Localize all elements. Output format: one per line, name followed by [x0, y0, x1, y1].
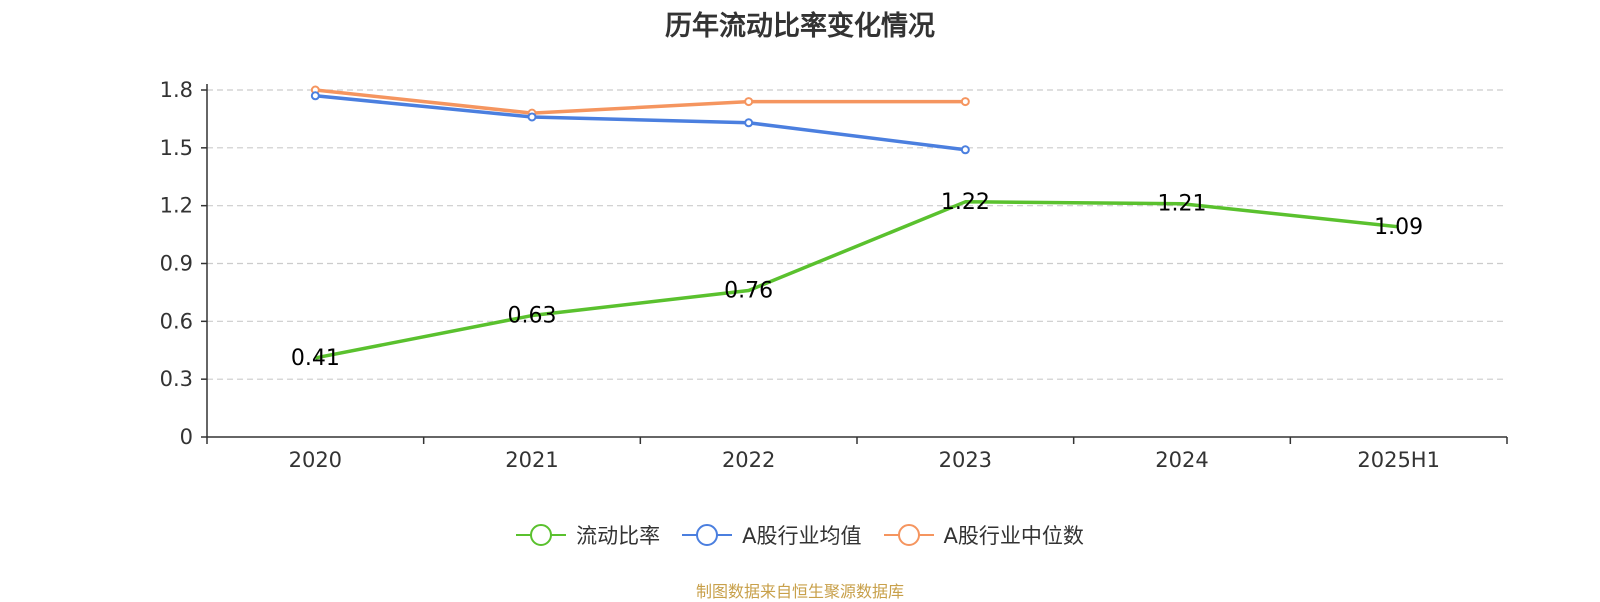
data-point [960, 145, 970, 155]
data-label: 0.76 [724, 278, 773, 303]
legend-label: A股行业中位数 [943, 524, 1084, 548]
y-tick-label: 0.3 [160, 367, 193, 391]
data-point [527, 112, 537, 122]
legend-swatch [516, 524, 567, 546]
data-point [960, 97, 970, 107]
chart-title: 历年流动比率变化情况 [665, 11, 935, 42]
legend: 流动比率 A股行业均值 A股行业中位数 [0, 520, 1600, 550]
data-point [310, 91, 320, 101]
data-point [744, 97, 754, 107]
y-tick-label: 0.6 [160, 309, 193, 333]
source-note: 制图数据来自恒生聚源数据库 [695, 582, 904, 601]
legend-item[interactable]: 流动比率 [516, 520, 660, 550]
x-tick-label: 2025H1 [1357, 448, 1440, 472]
data-label: 1.22 [941, 190, 990, 215]
series-line [315, 94, 966, 152]
legend-label: A股行业均值 [742, 524, 862, 548]
legend-item[interactable]: A股行业均值 [682, 520, 862, 550]
data-label: 1.21 [1158, 192, 1207, 217]
y-tick-label: 0 [180, 425, 193, 449]
data-point [744, 118, 754, 128]
series-line [315, 88, 966, 115]
legend-item[interactable]: A股行业中位数 [883, 520, 1084, 550]
y-tick-label: 1.2 [160, 194, 193, 218]
legend-swatch [883, 524, 934, 546]
legend-label: 流动比率 [576, 524, 661, 548]
legend-swatch [682, 524, 733, 546]
y-tick-label: 1.8 [160, 78, 193, 102]
x-tick-label: 2024 [1155, 448, 1208, 472]
data-label: 0.41 [291, 346, 340, 371]
y-tick-label: 1.5 [160, 136, 193, 160]
series-line [314, 200, 1399, 360]
y-tick-label: 0.9 [160, 252, 193, 276]
data-label: 0.63 [508, 304, 557, 329]
x-tick-label: 2022 [722, 448, 775, 472]
x-tick-label: 2020 [289, 448, 342, 472]
data-label: 1.09 [1374, 215, 1423, 240]
x-tick-label: 2021 [505, 448, 558, 472]
x-tick-label: 2023 [939, 448, 992, 472]
